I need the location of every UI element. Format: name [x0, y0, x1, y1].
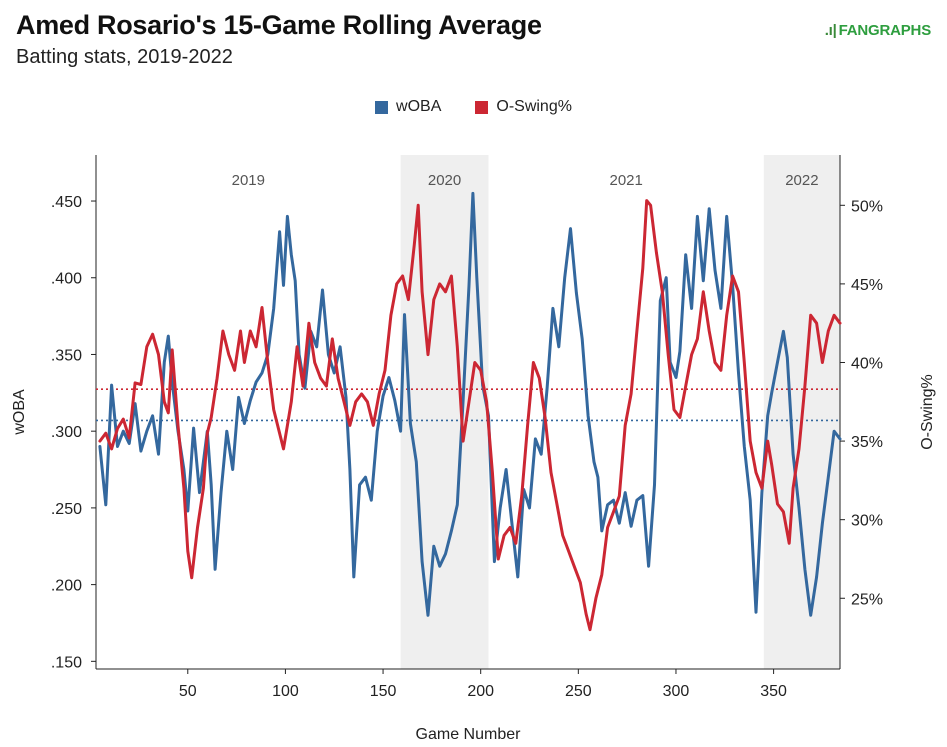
legend-swatch-oswing — [475, 100, 489, 114]
y-right-tick-label: 50% — [851, 198, 883, 215]
chart-subtitle: Batting stats, 2019-2022 — [16, 46, 233, 68]
y-right-tick-label: 25% — [851, 591, 883, 608]
legend-item-woba: wOBA — [375, 98, 441, 116]
legend-label-oswing: O-Swing% — [496, 98, 572, 115]
season-label-2019: 2019 — [232, 172, 265, 189]
chart-title: Amed Rosario's 15-Game Rolling Average — [16, 10, 542, 40]
season-label-2022: 2022 — [785, 172, 818, 189]
y-right-tick-label: 40% — [851, 355, 883, 372]
y-left-tick-label: .250 — [51, 501, 82, 518]
season-band-2020 — [400, 155, 489, 669]
y-axis-left-label: wOBA — [11, 389, 28, 436]
y-axis-right-label: O-Swing% — [919, 374, 936, 450]
y-left-tick-label: .200 — [51, 578, 82, 595]
x-tick-label: 150 — [370, 683, 397, 700]
woba-series-line — [98, 191, 842, 617]
season-label-2020: 2020 — [428, 172, 461, 189]
x-axis-label: Game Number — [416, 726, 522, 743]
legend-item-oswing: O-Swing% — [475, 98, 572, 116]
x-tick-label: 100 — [272, 683, 299, 700]
y-left-tick-label: .350 — [51, 347, 82, 364]
x-tick-label: 350 — [760, 683, 787, 700]
x-tick-label: 250 — [565, 683, 592, 700]
fangraphs-logo: .ı| FANGRAPHS — [824, 22, 932, 39]
legend-swatch-woba — [375, 100, 389, 114]
oswing-series-line — [98, 199, 842, 632]
legend-label-woba: wOBA — [396, 98, 442, 115]
y-left-tick-label: .400 — [51, 271, 82, 288]
y-right-tick-label: 35% — [851, 434, 883, 451]
y-left-tick-label: .300 — [51, 424, 82, 441]
fangraphs-logo-icon: .ı| — [824, 22, 837, 39]
x-tick-label: 300 — [663, 683, 690, 700]
season-label-2021: 2021 — [609, 172, 642, 189]
y-right-tick-label: 45% — [851, 277, 883, 294]
y-left-tick-label: .450 — [51, 194, 82, 211]
y-left-tick-label: .150 — [51, 654, 82, 671]
x-tick-label: 50 — [179, 683, 197, 700]
x-tick-label: 200 — [467, 683, 494, 700]
chart-legend: wOBA O-Swing% — [0, 98, 947, 116]
season-band-2022 — [763, 155, 840, 669]
y-right-tick-label: 30% — [851, 513, 883, 530]
